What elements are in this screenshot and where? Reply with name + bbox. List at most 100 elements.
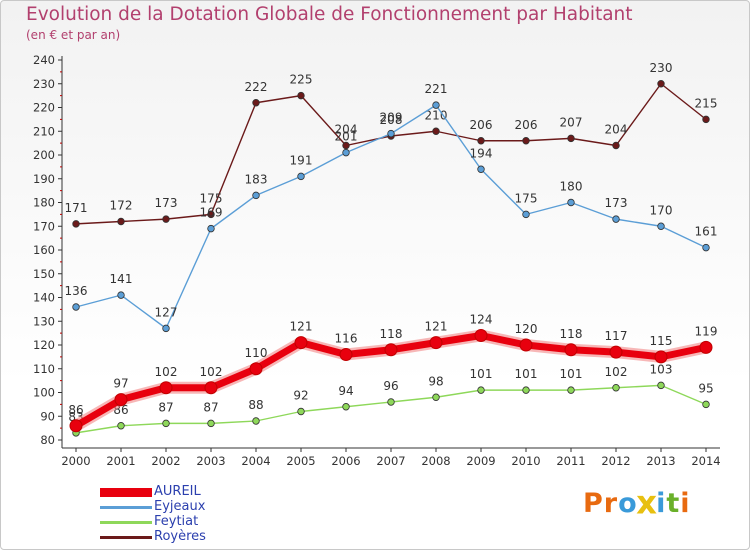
data-label-Feytiat: 87 (203, 400, 218, 414)
data-point-AUREIL (699, 340, 713, 354)
legend-swatch (100, 536, 152, 539)
data-point-Feytiat (612, 384, 620, 392)
data-label-AUREIL: 102 (200, 365, 223, 379)
data-point-Royères (162, 215, 170, 223)
data-label-Royères: 208 (380, 113, 403, 127)
data-point-Feytiat (297, 407, 305, 416)
data-label-Feytiat: 101 (515, 367, 538, 381)
data-label-AUREIL: 110 (245, 346, 268, 360)
x-tick-label: 2014 (691, 454, 720, 468)
data-label-AUREIL: 119 (695, 324, 718, 338)
y-tick-label: 80 (40, 433, 55, 447)
y-tick-label: 230 (33, 77, 55, 91)
data-point-AUREIL (114, 393, 128, 407)
data-label-AUREIL: 97 (113, 377, 128, 391)
data-point-Eyjeaux (162, 324, 170, 333)
data-label-Feytiat: 98 (428, 374, 443, 388)
y-tick-label: 150 (33, 267, 55, 281)
data-point-Royères (342, 141, 350, 150)
data-point-Eyjeaux (72, 303, 80, 311)
y-tick-label: 130 (33, 314, 55, 328)
y-tick-label: 210 (33, 124, 55, 138)
data-label-Royères: 222 (245, 80, 268, 94)
chart-title: Evolution de la Dotation Globale de Fonc… (26, 4, 633, 25)
data-label-AUREIL: 115 (650, 334, 673, 348)
legend-item-Eyjeaux: Eyjeaux (100, 499, 300, 515)
y-tick-label: 190 (33, 172, 55, 186)
data-point-Feytiat (342, 403, 350, 411)
data-label-Feytiat: 101 (470, 367, 493, 381)
data-point-AUREIL (609, 345, 623, 359)
data-point-Royères (117, 217, 125, 226)
data-point-AUREIL (564, 343, 578, 357)
data-label-Feytiat: 88 (248, 398, 263, 412)
data-point-Feytiat (657, 381, 665, 390)
data-label-Royères: 204 (605, 123, 628, 137)
x-tick-label: 2009 (466, 454, 495, 468)
data-point-Royères (477, 137, 485, 145)
data-label-Royères: 230 (650, 61, 673, 75)
data-label-AUREIL: 86 (68, 403, 83, 417)
x-tick-label: 2003 (196, 454, 225, 468)
data-point-Feytiat (567, 386, 575, 394)
data-label-Eyjeaux: 173 (605, 196, 628, 210)
legend-item-AUREIL: AUREIL (100, 484, 300, 500)
data-label-Eyjeaux: 180 (560, 180, 583, 194)
data-label-Eyjeaux: 170 (650, 203, 673, 217)
data-label-Eyjeaux: 127 (155, 305, 178, 319)
x-tick-label: 2011 (556, 454, 585, 468)
data-label-Eyjeaux: 136 (65, 284, 88, 298)
y-tick-label: 220 (33, 101, 55, 115)
data-point-AUREIL (69, 419, 83, 433)
data-point-Eyjeaux (207, 224, 215, 233)
x-tick-label: 2005 (286, 454, 315, 468)
data-point-AUREIL (204, 381, 218, 395)
data-label-Eyjeaux: 194 (470, 146, 493, 160)
data-label-Eyjeaux: 141 (110, 272, 133, 286)
data-point-Feytiat (432, 393, 440, 401)
data-point-Feytiat (387, 398, 395, 406)
data-label-Royères: 171 (65, 201, 88, 215)
x-tick-label: 2001 (106, 454, 135, 468)
legend-swatch (100, 506, 152, 509)
data-label-AUREIL: 118 (560, 327, 583, 341)
data-point-Royères (702, 115, 710, 124)
data-point-Feytiat (477, 386, 485, 394)
data-point-Eyjeaux (342, 148, 350, 157)
data-label-Royères: 225 (290, 73, 313, 87)
data-label-Eyjeaux: 209 (380, 111, 403, 125)
data-point-Eyjeaux (522, 210, 530, 219)
data-point-Eyjeaux (432, 101, 440, 109)
data-label-Royères: 172 (110, 199, 133, 213)
data-point-Eyjeaux (252, 191, 260, 200)
data-point-Royères (252, 99, 260, 107)
chart-subtitle: (en € et par an) (26, 28, 121, 42)
data-point-Eyjeaux (117, 291, 125, 299)
legend-swatch (100, 488, 152, 497)
data-label-Royères: 173 (155, 196, 178, 210)
x-tick-label: 2008 (421, 454, 450, 468)
data-label-Feytiat: 102 (605, 365, 628, 379)
x-tick-label: 2012 (601, 454, 630, 468)
data-label-Royères: 206 (515, 118, 538, 132)
x-tick-label: 2007 (376, 454, 405, 468)
data-label-Feytiat: 95 (698, 381, 713, 395)
legend-label: Royères (154, 529, 206, 544)
y-tick-label: 240 (33, 53, 55, 67)
legend-item-Royères: Royères (100, 529, 300, 545)
data-point-Feytiat (522, 386, 530, 394)
data-point-AUREIL (294, 336, 308, 350)
data-label-Feytiat: 101 (560, 367, 583, 381)
data-point-Feytiat (702, 400, 710, 409)
data-point-Royères (567, 134, 575, 143)
x-tick-label: 2000 (61, 454, 90, 468)
data-label-Feytiat: 92 (293, 389, 308, 403)
data-point-Feytiat (207, 419, 215, 428)
data-label-Royères: 175 (200, 191, 223, 205)
data-point-Eyjeaux (612, 215, 620, 223)
data-point-Eyjeaux (477, 165, 485, 173)
data-point-Eyjeaux (387, 129, 395, 138)
data-label-Eyjeaux: 191 (290, 153, 313, 167)
